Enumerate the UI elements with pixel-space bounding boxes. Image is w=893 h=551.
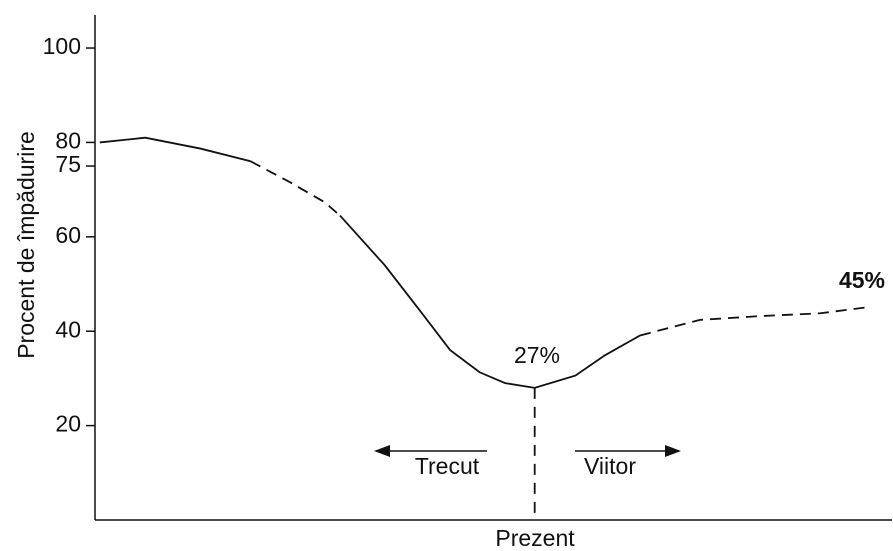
y-tick-label: 60 [55, 222, 81, 248]
annotation: 45% [839, 267, 885, 293]
line-segment [639, 306, 869, 337]
y-tick-label: 80 [55, 128, 81, 154]
line-segment [339, 214, 641, 389]
annotation: Trecut [415, 453, 480, 479]
y-tick-label: 75 [55, 151, 81, 177]
line-segment [250, 160, 341, 217]
line-segment [99, 136, 251, 163]
y-tick-label: 20 [55, 411, 81, 437]
y-tick-label: 100 [43, 33, 81, 59]
y-axis-label: Procent de împădurire [13, 131, 39, 359]
y-tick-label: 40 [55, 316, 81, 342]
arrow-head [665, 445, 681, 457]
annotation: Viitor [584, 453, 636, 479]
x-axis-label: Prezent [495, 525, 575, 551]
arrow-head [374, 445, 390, 457]
annotation: 27% [514, 342, 560, 368]
